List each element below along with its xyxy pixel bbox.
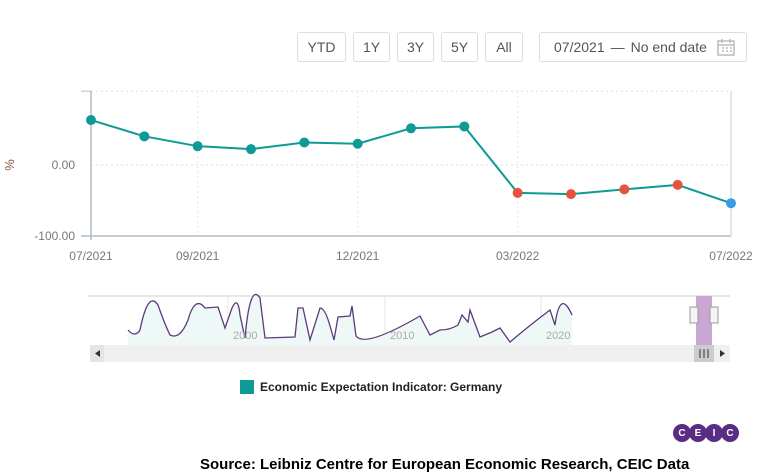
x-tick-label: 07/2022 <box>709 249 753 263</box>
navigator-label-2010: 2010 <box>390 330 414 342</box>
navigator-area <box>128 294 572 345</box>
date-end: No end date <box>630 39 707 55</box>
data-point <box>619 184 630 195</box>
navigator[interactable]: 2000 2010 2020 <box>0 290 761 370</box>
calendar-icon[interactable] <box>717 38 735 56</box>
y-tick-label: -100.00 <box>34 229 75 243</box>
legend-swatch <box>240 380 254 394</box>
btn-1y[interactable]: 1Y <box>353 32 390 62</box>
data-point <box>139 131 150 142</box>
data-point <box>86 115 96 126</box>
line-chart: % 0.00 -100.00 07/2021 09/2021 12/2021 03/202… <box>2 90 753 263</box>
x-tick-label: 09/2021 <box>176 249 220 263</box>
data-point <box>726 198 736 209</box>
x-tick-label: 07/2021 <box>69 249 113 263</box>
btn-all[interactable]: All <box>485 32 523 62</box>
data-point <box>406 123 416 134</box>
data-point <box>246 144 256 155</box>
arrow-left-icon <box>95 350 100 357</box>
source-text: Source: Leibniz Centre for European Econ… <box>200 456 690 473</box>
data-point <box>566 189 576 200</box>
y-axis-label: % <box>2 159 17 171</box>
navigator-label-2020: 2020 <box>546 330 570 342</box>
arrow-right-icon[interactable] <box>720 350 725 357</box>
navigator-label-2000: 2000 <box>233 330 257 342</box>
btn-3y[interactable]: 3Y <box>397 32 434 62</box>
scrollbar-track[interactable] <box>90 345 730 362</box>
data-point <box>192 141 203 152</box>
data-point <box>459 121 470 132</box>
navigator-handle-right[interactable] <box>709 306 719 324</box>
legend-item[interactable]: Economic Expectation Indicator: Germany <box>240 380 502 394</box>
y-tick-label: 0.00 <box>52 158 76 172</box>
data-point <box>352 138 363 149</box>
legend-label: Economic Expectation Indicator: Germany <box>260 380 503 394</box>
date-sep: — <box>610 39 625 55</box>
date-range-picker[interactable]: 07/2021 — No end date <box>539 32 747 62</box>
data-point <box>299 137 310 148</box>
date-start: 07/2021 <box>554 39 605 55</box>
navigator-handle-left[interactable] <box>689 306 699 324</box>
btn-5y[interactable]: 5Y <box>441 32 478 62</box>
navigator-selection[interactable] <box>696 296 712 345</box>
data-point <box>512 187 523 198</box>
navigator-line <box>127 293 573 343</box>
x-tick-label: 12/2021 <box>336 249 380 263</box>
x-tick-label: 03/2022 <box>496 249 540 263</box>
btn-ytd[interactable]: YTD <box>297 32 346 62</box>
data-point <box>672 179 683 190</box>
